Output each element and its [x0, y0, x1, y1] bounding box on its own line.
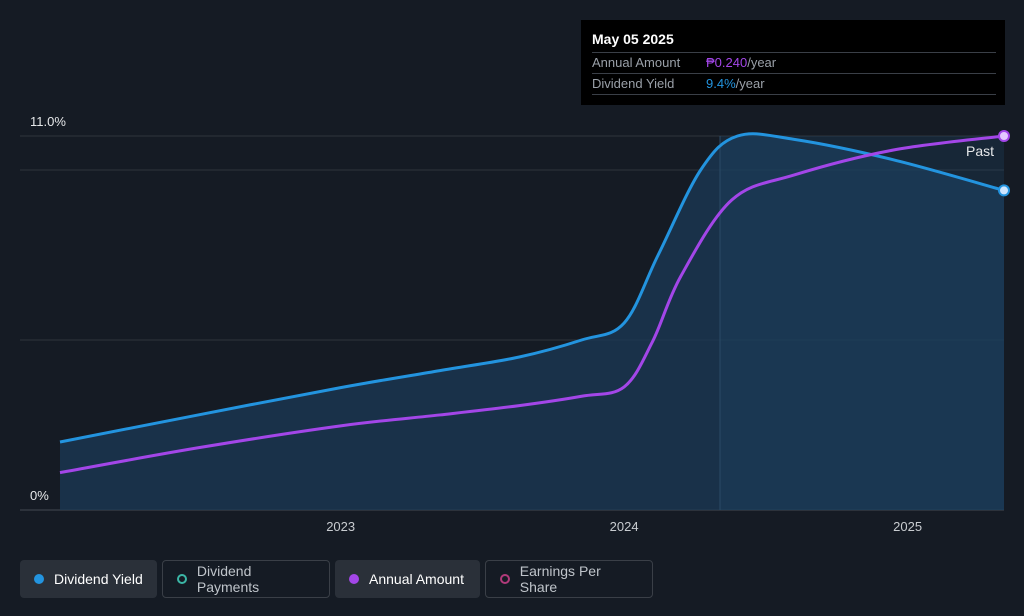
tooltip-suffix: /year — [735, 76, 765, 91]
past-label: Past — [966, 143, 994, 159]
filled-dot-icon — [349, 574, 359, 584]
y-tick-label: 0% — [30, 488, 49, 503]
hollow-dot-icon — [177, 574, 187, 584]
tooltip-label: Annual Amount — [592, 55, 681, 70]
dividend-yield-end-point — [998, 184, 1010, 197]
dividend-yield-line — [59, 132, 1005, 444]
tooltip-row-yield: Dividend Yield 9.4%/year — [592, 73, 996, 95]
x-tick-label: 2024 — [610, 519, 639, 534]
filled-dot-icon — [34, 574, 44, 584]
tooltip-date: May 05 2025 — [592, 31, 674, 47]
hollow-dot-icon — [500, 574, 510, 584]
legend-label: Dividend Payments — [196, 563, 260, 595]
legend-label: Dividend Yield — [54, 571, 143, 587]
legend-dividend-payments[interactable]: Dividend Payments — [162, 560, 330, 598]
past-highlight — [720, 136, 1004, 510]
legend-earnings-per-share[interactable]: Earnings Per Share — [485, 560, 653, 598]
x-tick-label: 2025 — [893, 519, 922, 534]
legend-label: Earnings Per Share — [519, 563, 601, 595]
yield-area — [60, 133, 1004, 510]
tooltip-label: Dividend Yield — [592, 76, 675, 91]
tooltip-suffix: /year — [747, 55, 777, 70]
x-tick-label: 2023 — [326, 519, 355, 534]
legend-dividend-yield[interactable]: Dividend Yield — [20, 560, 157, 598]
y-tick-label: 11.0% — [30, 114, 66, 129]
tooltip: May 05 2025 Annual Amount ₱0.240/year Di… — [581, 20, 1005, 105]
tooltip-value: ₱0.240 — [706, 55, 748, 70]
legend-label: Annual Amount — [369, 571, 464, 587]
annual-amount-line — [59, 134, 1005, 475]
annual-amount-end-point — [998, 130, 1010, 142]
legend-annual-amount[interactable]: Annual Amount — [335, 560, 480, 598]
tooltip-value: 9.4% — [706, 76, 736, 91]
tooltip-row-annual: Annual Amount ₱0.240/year — [592, 52, 996, 73]
legend: Dividend Yield Dividend Payments Annual … — [20, 560, 653, 598]
